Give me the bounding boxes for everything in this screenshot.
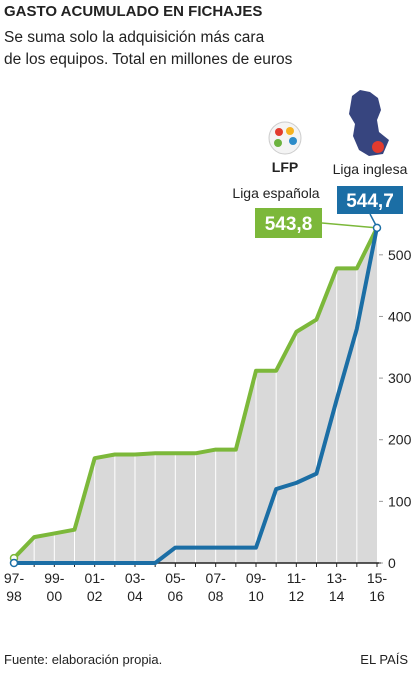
line [14, 226, 379, 565]
x-tick-label: 99-00 [44, 570, 65, 604]
source: Fuente: elaboración propia. [4, 652, 162, 667]
legend-label: Liga española [232, 185, 319, 201]
start-marker [9, 558, 19, 568]
lfp-logo [268, 121, 302, 155]
x-tick-label: 05-06 [165, 570, 186, 604]
chart-title: GASTO ACUMULADO EN FICHAJES [4, 3, 262, 20]
x-tick-label: 97-98 [4, 570, 25, 604]
logo-text: LFP [272, 159, 298, 175]
y-tick-label: 100 [388, 493, 412, 509]
x-tick-label: 15-16 [367, 570, 388, 604]
value-label-box [337, 186, 403, 214]
label-connector [321, 222, 378, 229]
value-label: 544,7 [346, 191, 394, 212]
y-tick-label: 300 [388, 370, 412, 386]
publisher: EL PAÍS [360, 652, 408, 667]
area [14, 227, 377, 563]
line [12, 226, 379, 560]
x-tick-label: 13-14 [327, 570, 348, 604]
subtitle: de los equipos. Total en millones de eur… [4, 51, 293, 68]
y-tick-label: 400 [388, 308, 412, 324]
y-tick-label: 500 [388, 247, 412, 263]
x-tick-label: 07-08 [206, 570, 227, 604]
end-marker [372, 223, 382, 233]
lion-logo [349, 90, 389, 156]
value-label: 543,8 [265, 214, 313, 235]
legend-label: Liga inglesa [333, 161, 408, 177]
x-tick-label: 09-10 [246, 570, 267, 604]
x-tick-label: 01-02 [85, 570, 106, 604]
value-label-box [255, 208, 322, 238]
subtitle: Se suma solo la adquisición más cara [4, 29, 265, 46]
x-tick-label: 03-04 [125, 570, 146, 604]
y-tick-label: 200 [388, 432, 412, 448]
x-tick-label: 11-12 [287, 570, 307, 604]
y-tick-label: 0 [388, 555, 396, 571]
